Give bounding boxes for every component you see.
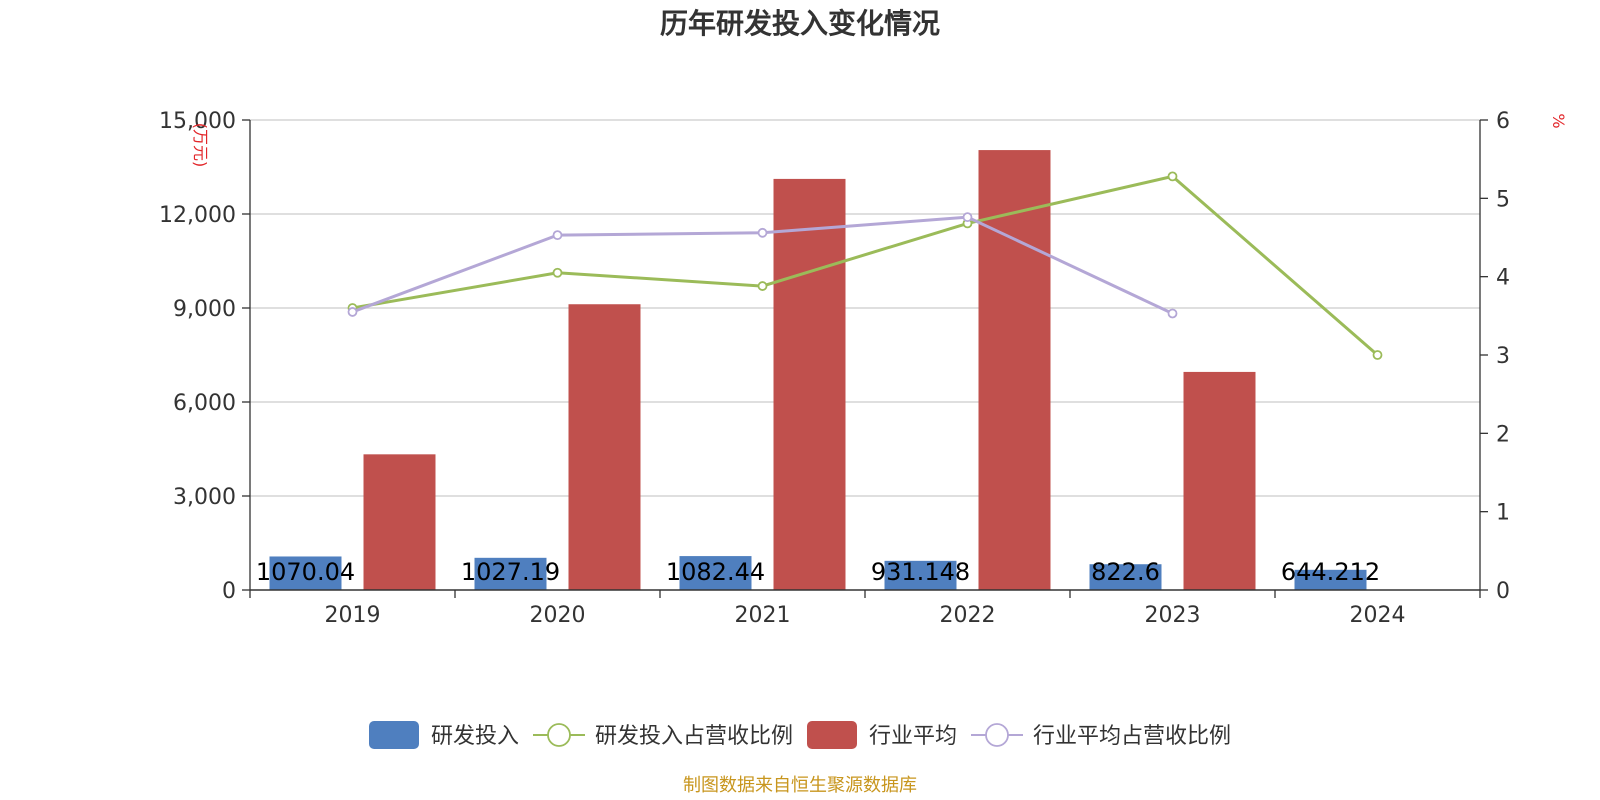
bar: [363, 454, 436, 590]
bar-value-label: 644.212: [1281, 558, 1380, 586]
x-axis-tick-label: 2023: [1145, 603, 1201, 628]
x-axis-tick-label: 2024: [1350, 603, 1406, 628]
line-point: [552, 267, 563, 278]
bar-value-label: 1070.04: [256, 558, 355, 586]
legend-item[interactable]: 研发投入: [369, 721, 519, 749]
legend-swatch: [807, 721, 857, 749]
legend-label: 行业平均占营收比例: [1033, 724, 1231, 749]
legend-swatch-marker: [985, 723, 1009, 747]
legend-swatch: [369, 721, 419, 749]
x-axis-tick-label: 2020: [530, 603, 586, 628]
series-line: [352, 174, 1379, 357]
legend-label: 研发投入: [431, 724, 519, 749]
line-point: [552, 230, 563, 241]
left-axis-tick-label: 15,000: [159, 109, 236, 134]
left-axis-tick-label: 9,000: [173, 297, 236, 322]
right-axis-tick-label: 0: [1496, 579, 1510, 604]
x-axis-tick-label: 2022: [940, 603, 996, 628]
bar: [1089, 564, 1162, 590]
right-axis-tick-label: 5: [1496, 187, 1510, 212]
bars: [269, 150, 1367, 590]
right-axis-unit: %: [1549, 113, 1568, 128]
left-axis-tick-label: 0: [222, 579, 236, 604]
right-axis-tick-label: 6: [1496, 109, 1510, 134]
bar-value-label: 1082.44: [666, 558, 765, 586]
line-point: [1167, 308, 1178, 319]
axes: 0 3,000 6,000 9,000 12,000 15,000 0 1 2 3 4 5 6 (万元)%…: [159, 109, 1568, 628]
legend-item[interactable]: 研发投入占营收比例: [533, 723, 793, 749]
grid: [250, 119, 1480, 497]
x-axis-tick-label: 2021: [735, 603, 791, 628]
bar: [884, 560, 957, 590]
bar: [679, 556, 752, 590]
left-axis-unit: (万元): [191, 123, 210, 168]
legend-label: 行业平均: [869, 724, 957, 749]
left-axis-tick-label: 12,000: [159, 203, 236, 228]
legend[interactable]: 研发投入 研发投入占营收比例 行业平均 行业平均占营收比例: [369, 721, 1231, 749]
line-point: [757, 227, 768, 238]
right-axis-tick-label: 4: [1496, 266, 1510, 291]
left-axis-tick-label: 3,000: [173, 485, 236, 510]
bar: [474, 557, 547, 590]
line-point: [962, 212, 973, 223]
right-axis-tick-label: 1: [1496, 501, 1510, 526]
bar: [568, 304, 641, 590]
bar: [978, 150, 1051, 590]
chart-title: 历年研发投入变化情况: [660, 7, 940, 40]
right-axis-tick-label: 2: [1496, 422, 1510, 447]
line-point: [347, 307, 358, 317]
bar: [269, 556, 342, 590]
line-point: [1167, 171, 1178, 182]
bar-value-label: 1027.19: [461, 558, 560, 586]
bar-value-label: 822.6: [1091, 558, 1160, 586]
legend-label: 研发投入占营收比例: [595, 724, 793, 749]
lines: [347, 171, 1383, 360]
bar-value-label: 931.148: [871, 558, 970, 586]
right-axis-tick-label: 3: [1496, 344, 1510, 369]
data-labels: 1070.04 1027.19 1082.44 931.148 822.6 644.212: [256, 558, 1380, 586]
line-point: [1372, 350, 1383, 360]
source-note: 制图数据来自恒生聚源数据库: [683, 775, 917, 796]
left-axis-tick-label: 6,000: [173, 391, 236, 416]
x-axis-tick-label: 2019: [325, 603, 381, 628]
bar: [1183, 371, 1256, 590]
bar: [773, 178, 846, 590]
line-point: [757, 281, 768, 291]
legend-item[interactable]: 行业平均: [807, 721, 957, 749]
bar: [1294, 569, 1367, 590]
legend-item[interactable]: 行业平均占营收比例: [971, 723, 1231, 749]
legend-swatch-marker: [547, 723, 571, 747]
